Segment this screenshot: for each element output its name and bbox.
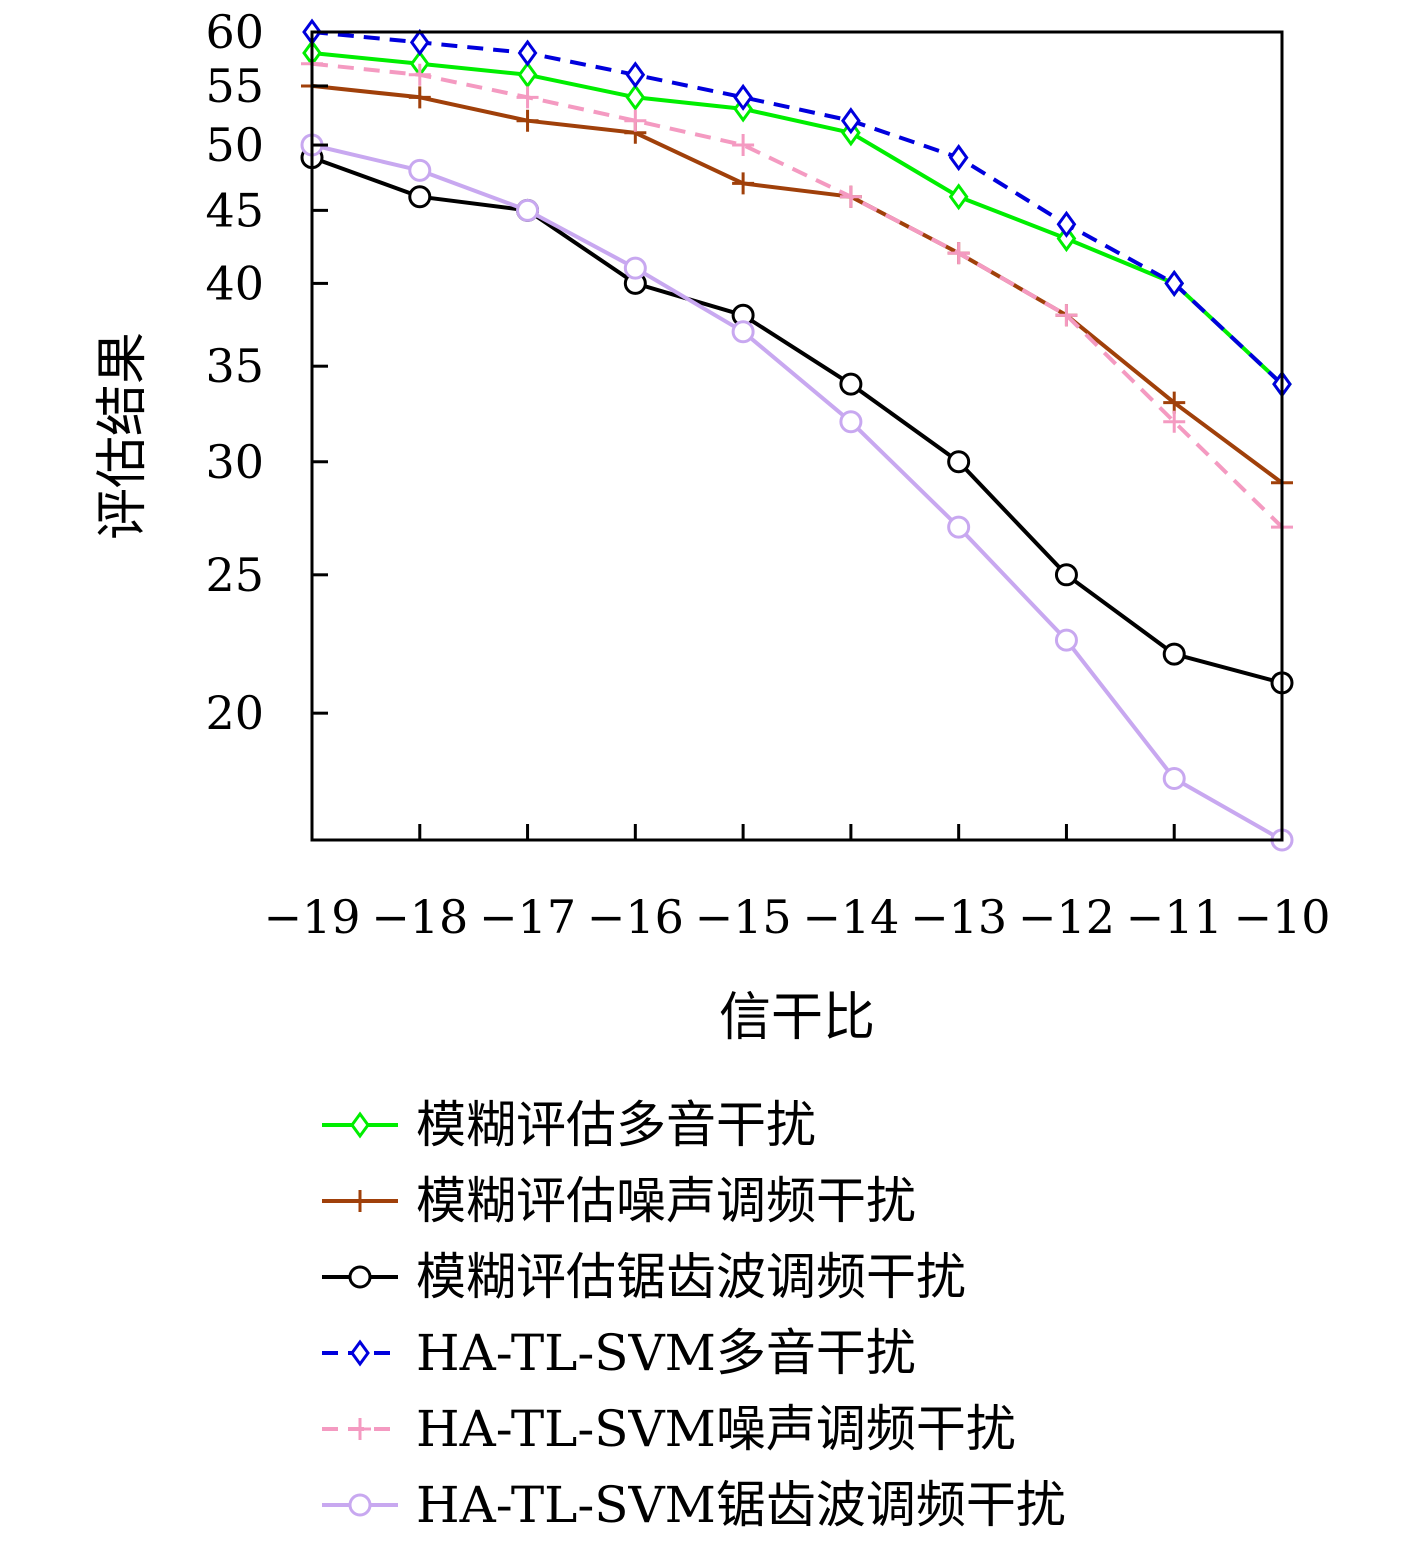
y-tick-label: 60 [205, 5, 264, 59]
x-tick-label: −17 [479, 890, 576, 944]
ticks-layer: −19 −18 −17 −16 −15 −14 −13 −12 −11 −10 20 25 30 35 40… [205, 5, 1330, 944]
legend-label: HA-TL-SVM噪声调频干扰 [416, 1400, 1016, 1458]
legend-label: HA-TL-SVM锯齿波调频干扰 [416, 1476, 1066, 1534]
data-point [408, 63, 431, 86]
x-tick-label: −16 [587, 890, 684, 944]
data-point [409, 28, 430, 56]
data-point [625, 83, 646, 111]
data-point [1056, 210, 1077, 238]
x-tick-label: −15 [695, 890, 792, 944]
y-tick-label: 45 [205, 183, 264, 237]
data-point [516, 109, 539, 132]
data-point [516, 198, 540, 222]
legend-item: HA-TL-SVM多音干扰 [322, 1324, 916, 1382]
data-point [624, 109, 647, 132]
data-point [1054, 628, 1078, 652]
legend-item: HA-TL-SVM噪声调频干扰 [322, 1400, 1016, 1458]
data-point [839, 185, 862, 208]
data-point [408, 185, 432, 209]
x-tick-label: −11 [1126, 890, 1223, 944]
legend-label: 模糊评估噪声调频干扰 [416, 1172, 916, 1230]
data-point [1054, 563, 1078, 587]
legend-item: 模糊评估噪声调频干扰 [322, 1172, 916, 1230]
data-point [733, 83, 753, 111]
data-point [1055, 304, 1078, 327]
data-point [1163, 410, 1186, 433]
y-tick-label: 25 [205, 548, 264, 602]
data-point [947, 515, 971, 539]
data-point [948, 183, 969, 211]
data-point [948, 144, 969, 172]
data-point [348, 1265, 372, 1289]
x-tick-label: −12 [1018, 890, 1115, 944]
series-line [311, 30, 1284, 386]
data-point [1162, 642, 1186, 666]
series-5 [301, 52, 1293, 539]
series-line [311, 155, 1283, 685]
series-line [311, 143, 1283, 842]
x-tick-label: −13 [910, 890, 1007, 944]
data-point [408, 158, 432, 182]
series-2 [301, 74, 1293, 494]
data-point [947, 450, 971, 474]
plot-frame [310, 30, 1284, 842]
data-point [732, 172, 755, 195]
data-point [731, 320, 755, 344]
y-tick-label: 20 [205, 686, 264, 740]
legend-label: 模糊评估锯齿波调频干扰 [416, 1248, 966, 1306]
legend-item: 模糊评估锯齿波调频干扰 [322, 1248, 966, 1306]
series-4 [302, 18, 1292, 398]
data-point [350, 1339, 370, 1367]
data-point [623, 256, 647, 280]
y-axis-title: 评估结果 [93, 332, 153, 540]
x-tick-label: −18 [371, 890, 468, 944]
data-point [732, 134, 755, 157]
legend-label: 模糊评估多音干扰 [416, 1096, 816, 1154]
data-point [408, 86, 431, 109]
x-tick-label: −19 [263, 890, 360, 944]
data-point [1163, 391, 1186, 414]
data-point [349, 1418, 371, 1440]
series-layer [300, 18, 1294, 852]
y-tick-label: 40 [205, 256, 264, 310]
data-point [350, 1111, 370, 1139]
data-point [625, 61, 646, 89]
x-tick-label: −14 [802, 890, 899, 944]
y-tick-label: 55 [205, 59, 264, 113]
data-point [349, 1190, 371, 1212]
series-line [311, 51, 1284, 386]
data-point [517, 39, 538, 67]
series-1 [302, 39, 1292, 398]
x-axis-title: 信干比 [719, 988, 875, 1048]
series-line [311, 83, 1284, 485]
series-6 [300, 133, 1294, 852]
legend-item: 模糊评估多音干扰 [322, 1096, 816, 1154]
data-point [517, 61, 538, 89]
data-point [839, 410, 863, 434]
series-line [311, 61, 1284, 529]
data-point [348, 1493, 372, 1517]
data-point [1056, 225, 1077, 253]
y-tick-label: 35 [205, 339, 264, 393]
legend-item: HA-TL-SVM锯齿波调频干扰 [322, 1476, 1066, 1534]
data-point [1162, 766, 1186, 790]
data-point [516, 86, 539, 109]
data-point [841, 107, 861, 135]
x-tick-label: −10 [1233, 890, 1330, 944]
y-tick-label: 30 [205, 435, 264, 489]
data-point [839, 372, 863, 396]
data-point [1164, 269, 1185, 297]
legend-label: HA-TL-SVM多音干扰 [416, 1324, 916, 1382]
data-point [947, 242, 970, 265]
series-3 [300, 146, 1294, 695]
y-tick-label: 50 [205, 118, 264, 172]
